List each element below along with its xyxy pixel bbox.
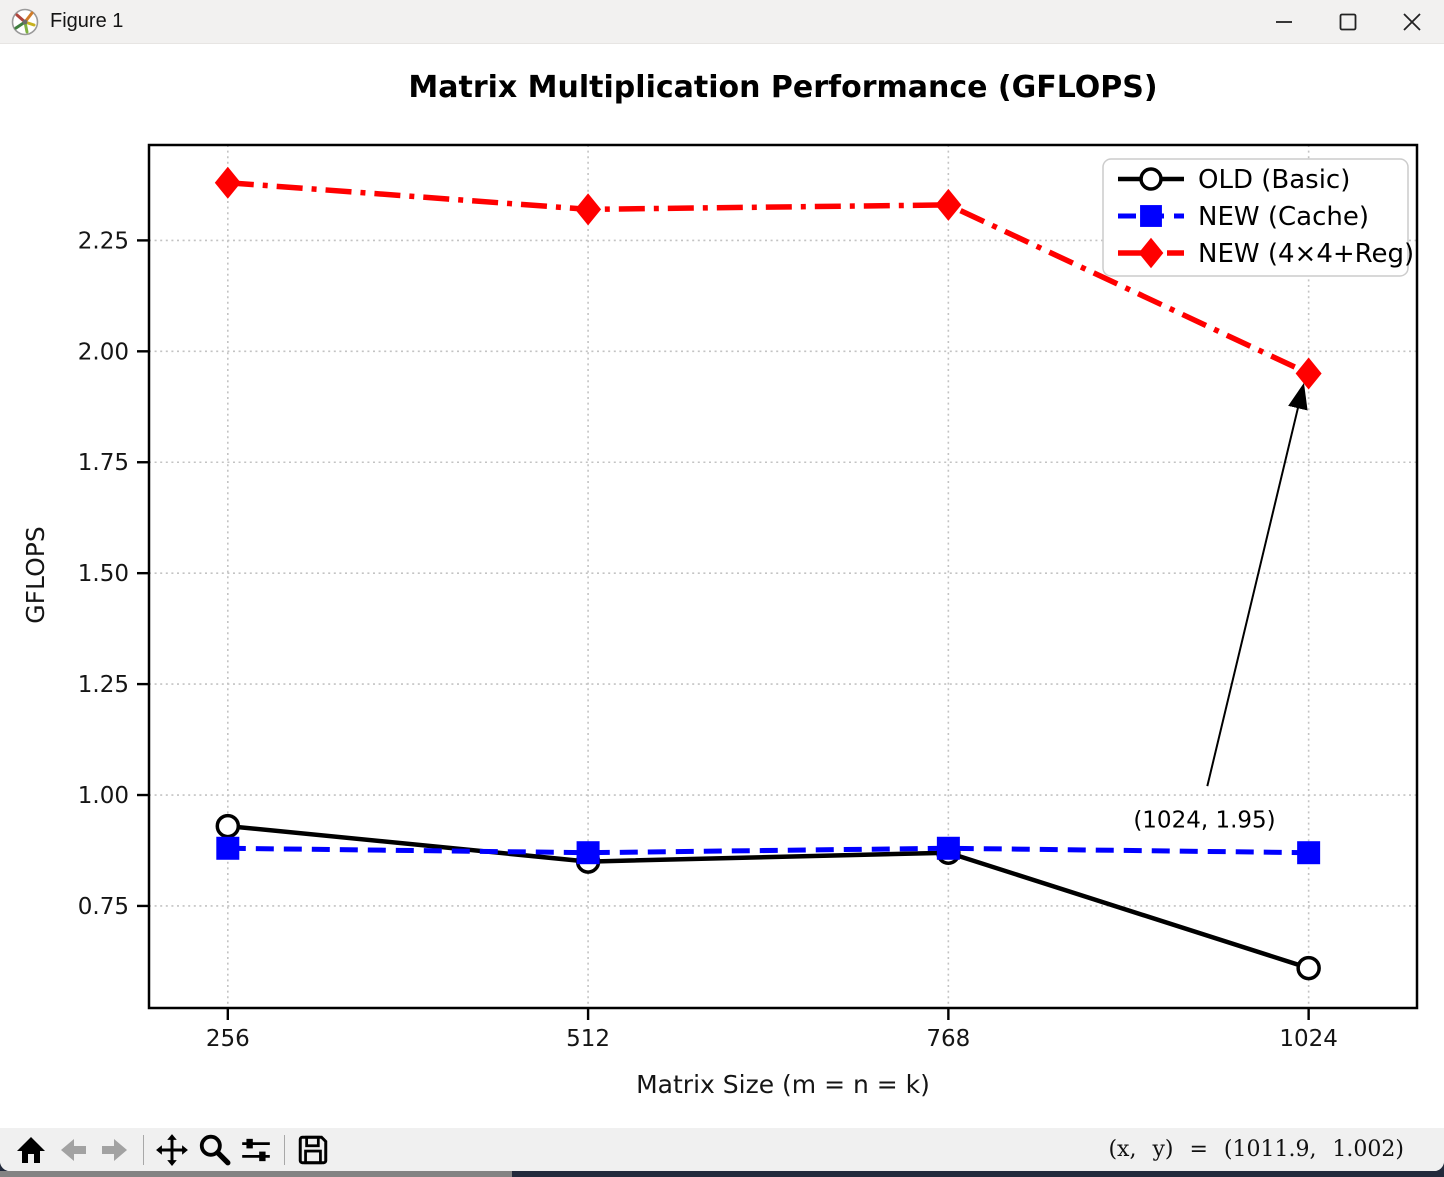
svg-text:0.75: 0.75 <box>78 894 129 920</box>
svg-text:1.00: 1.00 <box>78 783 129 809</box>
svg-text:256: 256 <box>206 1026 250 1052</box>
save-icon <box>298 1135 328 1164</box>
chart-canvas[interactable]: (1024, 1.95) 256 512 768 1024 0.75 1.00 1.25 1.5… <box>0 44 1444 1128</box>
svg-text:768: 768 <box>926 1026 970 1052</box>
close-button[interactable] <box>1380 0 1444 43</box>
zoom-to-rect-icon <box>199 1134 231 1165</box>
chart-root: (1024, 1.95) 256 512 768 1024 0.75 1.00 1.25 1.5… <box>21 70 1419 1099</box>
forward-button[interactable] <box>94 1131 136 1169</box>
minimize-button[interactable] <box>1252 0 1316 43</box>
svg-text:NEW (Cache): NEW (Cache) <box>1198 202 1369 232</box>
minimize-icon <box>1276 20 1292 23</box>
svg-text:1.50: 1.50 <box>78 561 129 587</box>
svg-text:512: 512 <box>566 1026 610 1052</box>
home-button[interactable] <box>10 1131 52 1169</box>
pan-button[interactable] <box>151 1131 193 1169</box>
configure-subplots-icon <box>242 1138 270 1161</box>
svg-text:(1024, 1.95): (1024, 1.95) <box>1133 807 1275 833</box>
matplotlib-logo-icon <box>11 8 39 35</box>
svg-text:2.00: 2.00 <box>78 339 129 365</box>
zoom-to-rect-button[interactable] <box>193 1131 235 1169</box>
svg-text:2.25: 2.25 <box>78 228 129 254</box>
taskbar-strip <box>0 1171 512 1177</box>
svg-text:GFLOPS: GFLOPS <box>21 526 50 623</box>
figure-area: (1024, 1.95) 256 512 768 1024 0.75 1.00 1.25 1.5… <box>0 44 1444 1128</box>
svg-text:NEW (4×4+Reg): NEW (4×4+Reg) <box>1198 239 1414 269</box>
svg-text:1024: 1024 <box>1279 1026 1338 1052</box>
window-controls <box>1252 0 1444 43</box>
svg-text:1.75: 1.75 <box>78 450 129 476</box>
home-icon <box>17 1136 45 1163</box>
window-title: Figure 1 <box>50 10 124 32</box>
navigation-toolbar: (x, y) = (1011.9, 1.002) <box>0 1128 1444 1171</box>
svg-text:Matrix Multiplication Performa: Matrix Multiplication Performance (GFLOP… <box>408 70 1157 105</box>
title-bar: Figure 1 <box>0 0 1444 44</box>
back-button[interactable] <box>52 1131 94 1169</box>
pan-icon <box>156 1133 188 1166</box>
maximize-button[interactable] <box>1316 0 1380 43</box>
svg-text:OLD (Basic): OLD (Basic) <box>1198 165 1350 195</box>
close-icon <box>1403 12 1421 31</box>
toolbar-separator <box>284 1134 285 1165</box>
toolbar-separator <box>143 1134 144 1165</box>
back-icon <box>61 1138 86 1161</box>
svg-text:Matrix Size (m = n = k): Matrix Size (m = n = k) <box>636 1070 930 1099</box>
maximize-icon <box>1339 13 1357 30</box>
configure-subplots-button[interactable] <box>235 1131 277 1169</box>
svg-text:1.25: 1.25 <box>78 672 129 698</box>
forward-icon <box>102 1138 127 1161</box>
save-button[interactable] <box>292 1131 334 1169</box>
cursor-position-readout: (x, y) = (1011.9, 1.002) <box>1108 1137 1404 1162</box>
